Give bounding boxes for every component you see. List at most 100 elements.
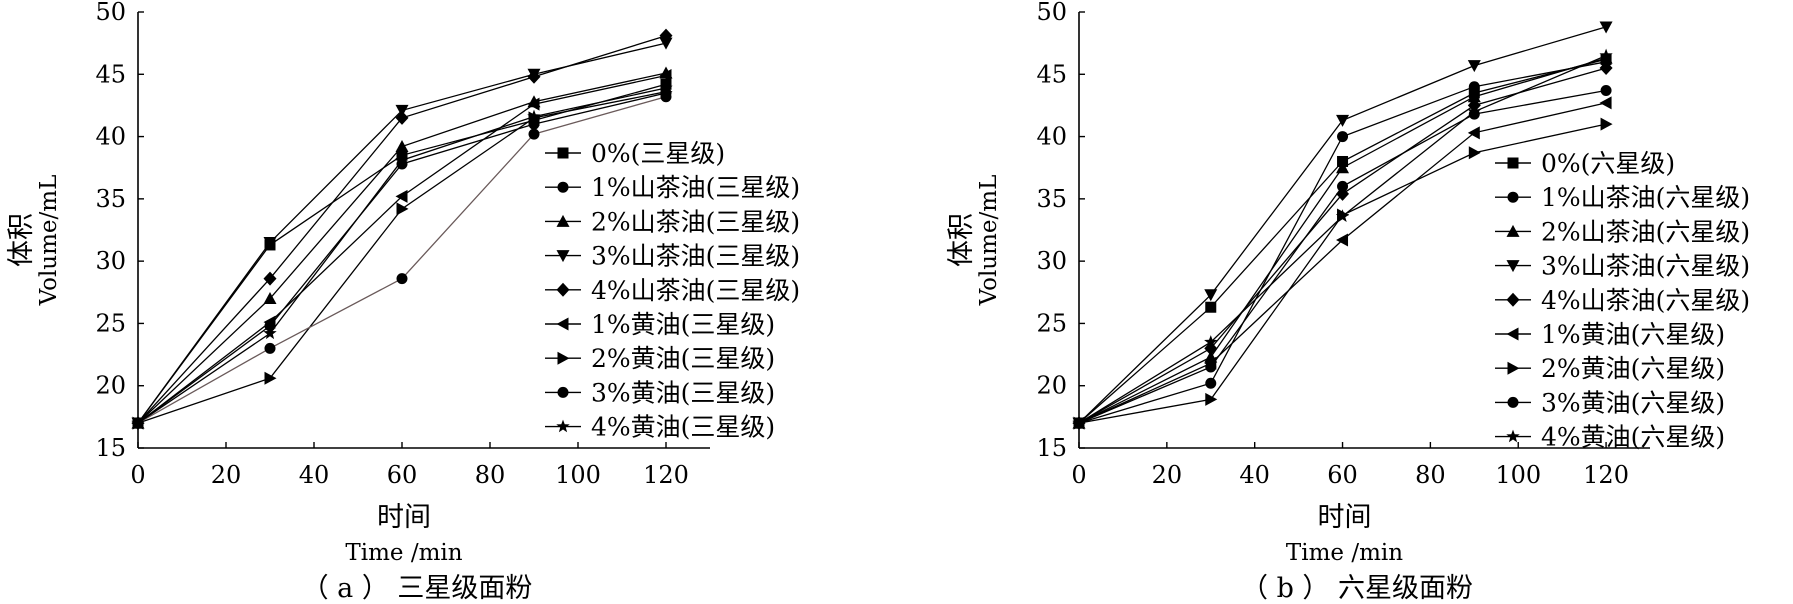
data-point <box>1468 81 1480 93</box>
legend-label: 2%黄油(六星级) <box>1541 354 1725 383</box>
data-point <box>528 128 540 140</box>
legend-label: 4%山茶油(三星级) <box>591 276 800 305</box>
x-tick-label: 100 <box>555 461 601 489</box>
panel-a: 15 20 25 30 35 40 45 50 0 20 40 60 80 100 120 时间 Time /m… <box>6 0 800 604</box>
x-tick-label: 40 <box>299 461 330 489</box>
data-point <box>527 97 540 111</box>
y-tick-label: 30 <box>95 247 126 275</box>
data-point <box>1600 117 1613 131</box>
legend-label: 4%黄油(六星级) <box>1541 423 1725 452</box>
legend-marker <box>1507 396 1519 408</box>
y-tick-label: 45 <box>1036 60 1067 88</box>
data-point <box>659 37 673 50</box>
series-line <box>137 42 667 424</box>
y-tick-label: 50 <box>1036 0 1067 26</box>
data-point <box>1204 335 1218 348</box>
data-point <box>395 140 409 153</box>
legend-marker <box>556 317 569 331</box>
y-axis-label-cn: 体积 <box>946 213 977 267</box>
data-point <box>1336 233 1349 247</box>
panel-b: 15 20 25 30 35 40 45 50 0 20 40 60 80 100 120 时间 Time /m… <box>946 0 1750 604</box>
y-tick-label: 50 <box>95 0 126 26</box>
legend-marker <box>556 419 570 433</box>
data-point <box>263 326 277 340</box>
y-tick-label: 35 <box>95 185 126 213</box>
panel-caption: （ a ） 三星级面粉 <box>302 573 533 604</box>
y-tick-label: 30 <box>1036 247 1067 275</box>
data-point <box>1204 289 1218 302</box>
x-axis-label-en: Time /min <box>1286 540 1403 566</box>
data-point <box>1072 416 1086 429</box>
x-tick-label: 60 <box>387 461 418 489</box>
x-tick-label: 40 <box>1239 461 1270 489</box>
y-tick-label: 40 <box>95 123 126 151</box>
legend-marker <box>557 181 569 193</box>
y-tick-label: 15 <box>1036 434 1067 462</box>
y-axis-label-en: Volume/mL <box>976 175 1002 307</box>
data-point <box>395 110 409 125</box>
data-point <box>527 109 541 123</box>
legend-marker <box>556 214 570 227</box>
data-point <box>1336 114 1350 127</box>
y-tick-label: 25 <box>95 309 126 337</box>
x-tick-label: 120 <box>1583 461 1629 489</box>
data-point <box>131 416 145 429</box>
y-tick-label: 15 <box>95 434 126 462</box>
x-axis-label-cn: 时间 <box>1318 502 1372 533</box>
legend-marker <box>1507 157 1519 169</box>
y-axis-label-en: Volume/mL <box>36 175 62 307</box>
legend-label: 3%黄油(六星级) <box>1541 388 1725 417</box>
legend-label: 1%山茶油(六星级) <box>1541 183 1750 212</box>
legend-marker <box>1506 327 1519 341</box>
legend-label: 3%黄油(三星级) <box>591 378 775 407</box>
y-tick-label: 20 <box>95 372 126 400</box>
series-line <box>137 83 667 424</box>
data-point <box>1205 301 1217 313</box>
data-point <box>1467 90 1481 103</box>
x-axis-label-cn: 时间 <box>377 502 431 533</box>
y-axis-label-cn: 体积 <box>6 213 37 267</box>
data-point <box>1205 392 1218 406</box>
data-point <box>659 69 672 83</box>
data-point <box>1336 161 1350 174</box>
legend-marker <box>1507 191 1519 203</box>
legend-label: 2%黄油(三星级) <box>591 344 775 373</box>
x-tick-label: 120 <box>643 461 689 489</box>
y-tick-label: 20 <box>1036 372 1067 400</box>
legend-marker <box>1506 260 1520 273</box>
series-line <box>137 74 667 424</box>
data-point <box>263 292 277 305</box>
legend-marker <box>557 147 569 159</box>
legend-marker <box>1506 224 1520 237</box>
data-point <box>1599 61 1613 76</box>
legend-marker <box>1507 361 1520 375</box>
data-point <box>1205 377 1217 389</box>
legend-marker <box>556 250 570 263</box>
data-point <box>1600 84 1612 96</box>
data-point <box>395 189 408 203</box>
x-tick-label: 20 <box>211 461 242 489</box>
legend-label: 3%山茶油(六星级) <box>1541 252 1750 281</box>
data-point <box>1337 180 1349 192</box>
data-point <box>396 202 409 216</box>
legend-label: 0%(六星级) <box>1541 149 1675 178</box>
y-tick-label: 45 <box>95 60 126 88</box>
data-point <box>659 28 673 43</box>
series-line <box>137 87 667 424</box>
y-tick-label: 25 <box>1036 309 1067 337</box>
data-point <box>396 273 408 285</box>
series-line <box>1078 26 1607 424</box>
legend-marker <box>556 282 570 297</box>
legend-marker <box>1506 292 1520 307</box>
x-tick-label: 0 <box>1071 461 1086 489</box>
data-point <box>1205 361 1217 373</box>
data-point <box>264 342 276 354</box>
data-point <box>263 236 277 249</box>
data-point <box>1337 131 1349 143</box>
data-point <box>1599 48 1613 62</box>
y-tick-label: 35 <box>1036 185 1067 213</box>
legend-label: 0%(三星级) <box>591 139 725 168</box>
data-point <box>264 371 277 385</box>
x-tick-label: 80 <box>1415 461 1446 489</box>
